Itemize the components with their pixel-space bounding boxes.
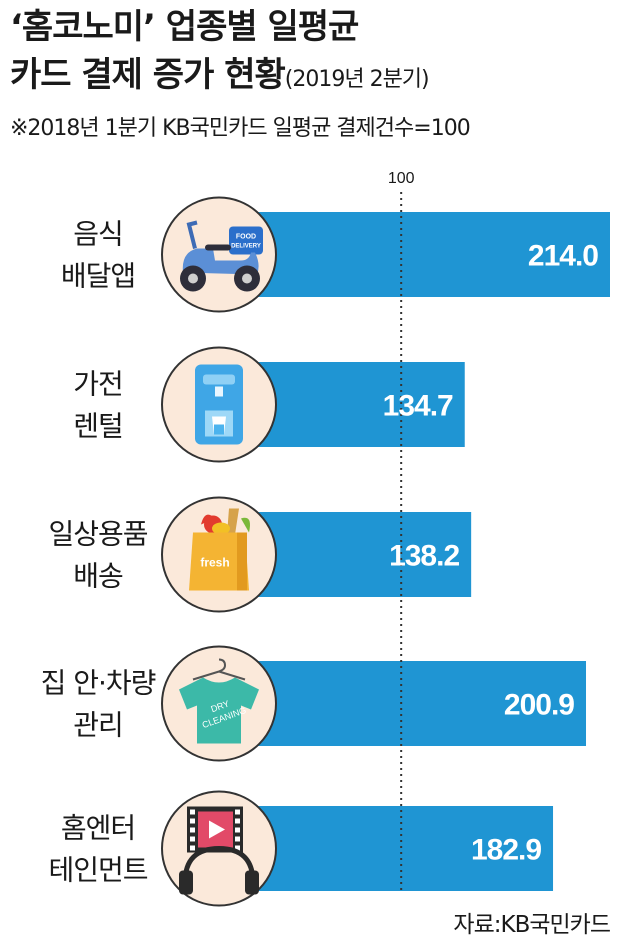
category-label: 렌털 — [73, 410, 123, 443]
grocery-bag-icon: fresh — [161, 496, 277, 613]
bag-body — [189, 532, 249, 591]
headphones-icon — [245, 870, 259, 895]
source-credit: 자료:KB국민카드 — [453, 912, 611, 938]
film-hole — [235, 827, 240, 833]
bar — [218, 212, 610, 297]
water-purifier-icon — [161, 346, 277, 463]
leaf-icon — [241, 517, 250, 533]
reference-label: 100 — [388, 170, 415, 187]
water-in-glass — [214, 424, 224, 435]
film-hole — [235, 809, 240, 815]
tshirt-icon — [179, 677, 259, 744]
bag-side — [237, 532, 247, 591]
category-label: 음식 — [73, 218, 123, 251]
chart-note: ※2018년 1분기 KB국민카드 일평균 결제건수=100 — [10, 116, 471, 141]
delivery-box-text: FOOD — [236, 234, 256, 241]
bar-value-label: 200.9 — [504, 689, 574, 722]
delivery-box-text: DELIVERY — [231, 244, 261, 250]
film-hole — [235, 818, 240, 824]
film-hole — [190, 827, 195, 833]
film-hole — [190, 845, 195, 851]
headphones-band — [182, 845, 256, 883]
scooter-icon: FOOD DELIVERY — [161, 196, 277, 313]
category-label: 배달앱 — [61, 260, 135, 293]
chart-period: (2019년 2분기) — [284, 67, 430, 92]
fresh-label: fresh — [200, 556, 229, 570]
category-label: 가전 — [73, 368, 123, 401]
purifier-tap — [215, 386, 223, 397]
scooter-seat — [205, 244, 231, 251]
bar-value-label: 182.9 — [471, 834, 541, 867]
play-icon — [209, 820, 225, 839]
category-label: 관리 — [73, 709, 123, 742]
hanger-icon — [192, 658, 227, 681]
category-label: 일상용품 — [48, 518, 147, 551]
category-label: 집 안·차량 — [41, 667, 156, 700]
video-headphones-icon — [161, 790, 277, 907]
film-hole — [190, 818, 195, 824]
film-hole — [190, 836, 195, 842]
wheel-hub — [188, 273, 198, 284]
bar-value-label: 134.7 — [383, 390, 453, 423]
purifier-panel — [203, 374, 235, 385]
chart-title-line1: ‘홈코노미’ 업종별 일평균 — [10, 7, 359, 47]
film-hole — [235, 845, 240, 851]
category-label: 홈엔터 — [61, 812, 135, 845]
bar-value-label: 214.0 — [528, 240, 598, 273]
film-hole — [190, 809, 195, 815]
category-label: 배송 — [73, 560, 123, 593]
hanger-icon — [218, 670, 246, 681]
chart-title-line2: 카드 결제 증가 현황(2019년 2분기) — [10, 55, 430, 95]
scooter-handle — [186, 220, 198, 249]
film-hole — [235, 836, 240, 842]
bar-value-label: 138.2 — [389, 540, 459, 573]
lemon-icon — [212, 522, 230, 535]
category-label: 테인먼트 — [48, 854, 147, 887]
wheel-hub — [242, 273, 252, 284]
delivery-box — [229, 226, 263, 255]
baguette-icon — [227, 508, 239, 535]
headphones-icon — [179, 870, 193, 895]
